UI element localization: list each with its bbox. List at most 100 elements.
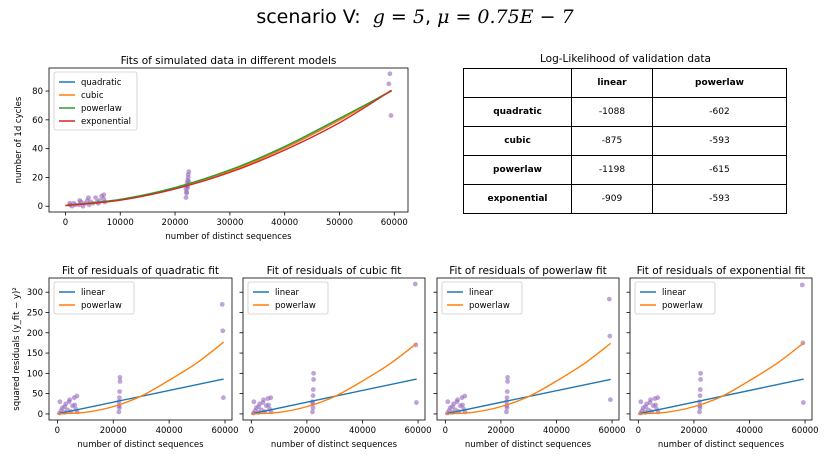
chart1-scatter-point — [220, 328, 226, 334]
chart3-xtick-label: 40000 — [543, 426, 570, 436]
chart4-scatter-point — [697, 409, 702, 415]
chart0-legend-label-exponential: exponential — [81, 117, 131, 127]
chart2-series-powerlaw-line — [251, 342, 418, 415]
chart4-scatter-point — [698, 377, 703, 382]
chart4-scatter-point — [697, 405, 703, 411]
chart0-scatter-point — [77, 198, 83, 203]
chart1-points — [57, 301, 226, 416]
chart4-legend-box — [634, 281, 716, 315]
chart3-scatter-point — [607, 397, 613, 403]
chart3-scatter-point — [606, 296, 612, 302]
table-cell: -593 — [651, 184, 788, 214]
table-row-header: cubic — [463, 126, 572, 156]
chart3-scatter-point — [462, 393, 468, 399]
table-row: powerlaw -1198 -615 — [463, 155, 788, 185]
chart3-xlabel: number of distinct sequences — [465, 440, 592, 450]
chart2-scatter-point — [412, 281, 418, 287]
chart3-scatter-point — [505, 379, 510, 384]
chart3-scatter-point — [450, 404, 455, 410]
chart1-group: Fit of residuals of quadratic fit 0 20000 4… — [12, 265, 239, 450]
chart4-xtick-label: 20000 — [680, 426, 707, 436]
loglik-table-title: Log-Likelihood of validation data — [540, 53, 711, 65]
chart0-legend-box — [53, 71, 138, 131]
chart0-frame — [48, 67, 409, 213]
chart4-xtick-label: 60000 — [792, 426, 819, 436]
chart4-scatter-point — [653, 402, 658, 408]
chart1-ytick-label: 150 — [27, 349, 43, 359]
chart2-legend-label-linear: linear — [275, 288, 300, 298]
chart1-xlabel: number of distinct sequences — [77, 440, 204, 450]
table-row: cubic -875 -593 — [463, 126, 788, 156]
table-cell: -909 — [571, 184, 653, 214]
title-mu: μ = 0.75E − 7 — [437, 6, 574, 28]
loglik-table-panel: Log-Likelihood of validation data linear… — [463, 51, 788, 214]
chart0-scatter-point — [183, 195, 189, 201]
chart3-legend-box — [441, 281, 523, 315]
chart0-xtick-label: 40000 — [271, 218, 298, 228]
chart3-scatter-point — [505, 375, 510, 380]
chart3-lines — [445, 342, 612, 415]
chart3-xtick-label: 60000 — [599, 426, 626, 436]
chart0-xtick-label: 0 — [63, 218, 68, 228]
chart2-scatter-point — [311, 377, 316, 382]
chart0-ytick-label: 0 — [38, 202, 43, 212]
chart1-xtick-label: 40000 — [156, 426, 183, 436]
chart0-ytick-label: 40 — [32, 145, 43, 155]
table-row-header: quadratic — [463, 97, 572, 127]
chart4-scatter-point — [643, 404, 648, 410]
chart2-lines — [251, 342, 418, 415]
chart1-legend-label-powerlaw: powerlaw — [81, 301, 122, 311]
loglik-table: linear powerlaw quadratic -1088 -602 cub… — [463, 68, 788, 214]
chart0-xtick-label: 10000 — [107, 218, 134, 228]
table-row-header: exponential — [463, 184, 572, 214]
chart2-scatter-point — [251, 399, 257, 405]
chart1-scatter-point — [57, 399, 63, 405]
chart0-lines — [65, 89, 392, 207]
chart2-xlabel: number of distinct sequences — [271, 440, 398, 450]
chart0-ytick-label: 60 — [32, 116, 43, 126]
chart2-frame — [242, 277, 426, 421]
chart4-series-powerlaw-line — [638, 342, 805, 415]
chart1-ytick-label: 50 — [32, 390, 43, 400]
chart2-legend-label-powerlaw: powerlaw — [275, 301, 316, 311]
chart0-ytick-label: 80 — [32, 87, 43, 97]
chart0-ytick-label: 20 — [32, 173, 43, 183]
chart3-scatter-point — [504, 409, 509, 415]
table-cell: -875 — [571, 126, 653, 156]
chart1-ytick-label: 0 — [38, 410, 43, 420]
chart1-scatter-point — [117, 389, 123, 394]
chart2-xtick-label: 20000 — [293, 426, 320, 436]
chart0-scatter-point — [386, 81, 392, 87]
chart1-scatter-point — [117, 405, 122, 411]
chart1-scatter-point — [62, 404, 68, 410]
chart1-legend-box — [53, 281, 135, 315]
chart1-scatter-point — [74, 393, 80, 399]
chart2-xtick-label: 60000 — [405, 426, 432, 436]
chart4-legend-label-linear: linear — [662, 288, 687, 298]
table-col-header: linear — [571, 68, 653, 98]
table-row: exponential -909 -593 — [463, 184, 788, 214]
chart4-scatter-point — [648, 397, 653, 403]
chart3-scatter-point — [504, 405, 510, 411]
chart0-series-exponential-line — [65, 89, 392, 207]
chart1-series-powerlaw-line — [57, 341, 225, 415]
chart0-scatter-point — [184, 190, 189, 196]
chart0-xtick-label: 30000 — [216, 218, 243, 228]
chart0-xtick-label: 60000 — [381, 218, 408, 228]
chart3-scatter-point — [460, 402, 465, 408]
chart4-scatter-point — [799, 282, 805, 288]
chart1-ytick-label: 200 — [27, 329, 43, 339]
chart0-scatter-point — [388, 113, 394, 118]
chart0-ylabel: number of 1d cycles — [14, 96, 24, 183]
chart1-legend-label-linear: linear — [81, 288, 106, 298]
chart1-scatter-point — [117, 395, 122, 401]
chart1-scatter-point — [67, 397, 73, 403]
table-cell: -593 — [651, 126, 788, 156]
chart0-legend-label-quadratic: quadratic — [81, 78, 122, 88]
chart2-scatter-point — [310, 409, 315, 415]
chart1-scatter-point — [117, 375, 123, 380]
chart1-scatter-point — [220, 395, 226, 401]
table-cell: -615 — [651, 155, 788, 185]
chart4-xlabel: number of distinct sequences — [658, 440, 785, 450]
